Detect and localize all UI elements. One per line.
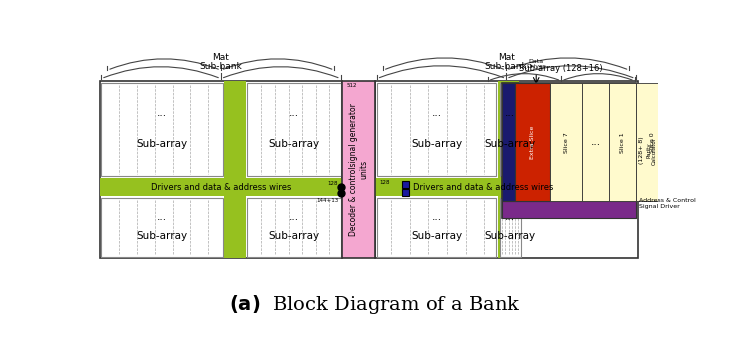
Text: Mat: Mat (498, 53, 515, 63)
Text: Sub-bank: Sub-bank (485, 62, 528, 71)
Bar (224, 81, 246, 258)
Text: Slice 7: Slice 7 (564, 132, 569, 153)
Bar (248, 82, 341, 176)
Bar (609, 83, 636, 201)
Text: ...: ... (432, 212, 441, 222)
Text: Sub-array: Sub-array (136, 231, 188, 241)
Text: ...: ... (432, 108, 441, 118)
Text: Mat: Mat (213, 53, 229, 63)
Bar (501, 178, 637, 196)
Text: Drivers and data & address wires: Drivers and data & address wires (413, 183, 553, 192)
Text: Decoder & controlsignal generator
units: Decoder & controlsignal generator units (349, 103, 369, 236)
Text: $\mathbf{(a)}$  Block Diagram of a Bank: $\mathbf{(a)}$ Block Diagram of a Bank (229, 293, 521, 316)
Text: ...: ... (591, 137, 600, 147)
Text: ...: ... (505, 212, 515, 222)
Bar (501, 83, 515, 201)
Text: (128+ 8): (128+ 8) (639, 137, 644, 165)
Text: Sub-array: Sub-array (411, 231, 462, 241)
Bar (515, 83, 550, 201)
Text: Sub-array: Sub-array (411, 138, 462, 149)
Bar (100, 81, 342, 258)
Bar (500, 82, 521, 176)
Text: ...: ... (157, 108, 167, 118)
Text: ...: ... (505, 108, 515, 118)
Text: Sub-array: Sub-array (485, 231, 536, 241)
Bar (248, 198, 341, 257)
Bar (583, 83, 609, 201)
Text: 512: 512 (347, 83, 357, 88)
Text: Drivers and data & address wires: Drivers and data & address wires (151, 183, 291, 192)
Bar (500, 198, 521, 257)
Text: Data
Driver: Data Driver (526, 59, 546, 69)
Bar (501, 83, 636, 218)
Text: Sub-array (128+16): Sub-array (128+16) (520, 64, 603, 73)
Text: Sub-array: Sub-array (268, 138, 320, 149)
Bar (375, 178, 638, 196)
Text: Parity
Calculator: Parity Calculator (647, 137, 657, 165)
Text: Address & Control
Signal Driver: Address & Control Signal Driver (639, 198, 696, 209)
Bar (501, 201, 636, 218)
Text: Sub-array: Sub-array (485, 138, 536, 149)
Text: ...: ... (289, 212, 299, 222)
Text: Slice 0: Slice 0 (650, 132, 655, 153)
Bar (498, 81, 519, 258)
Text: Slice 1: Slice 1 (620, 132, 625, 153)
Text: Extra Slice: Extra Slice (530, 126, 535, 159)
Bar (636, 83, 668, 201)
Text: 128: 128 (379, 179, 390, 184)
Text: Sub-array: Sub-array (268, 231, 320, 241)
Bar (375, 81, 638, 258)
Text: Sub-bank: Sub-bank (199, 62, 243, 71)
Bar (375, 178, 637, 196)
Bar (100, 178, 342, 196)
Bar (342, 81, 375, 258)
Bar (377, 82, 496, 176)
Bar (101, 198, 223, 257)
Text: 128: 128 (328, 181, 339, 186)
Text: ...: ... (289, 108, 299, 118)
Text: 144+13: 144+13 (316, 198, 339, 203)
Bar (550, 83, 583, 201)
Bar (402, 189, 409, 196)
Text: Sub-array: Sub-array (136, 138, 188, 149)
Bar (402, 181, 409, 188)
Text: ...: ... (157, 212, 167, 222)
Bar (377, 198, 496, 257)
Bar (101, 82, 223, 176)
